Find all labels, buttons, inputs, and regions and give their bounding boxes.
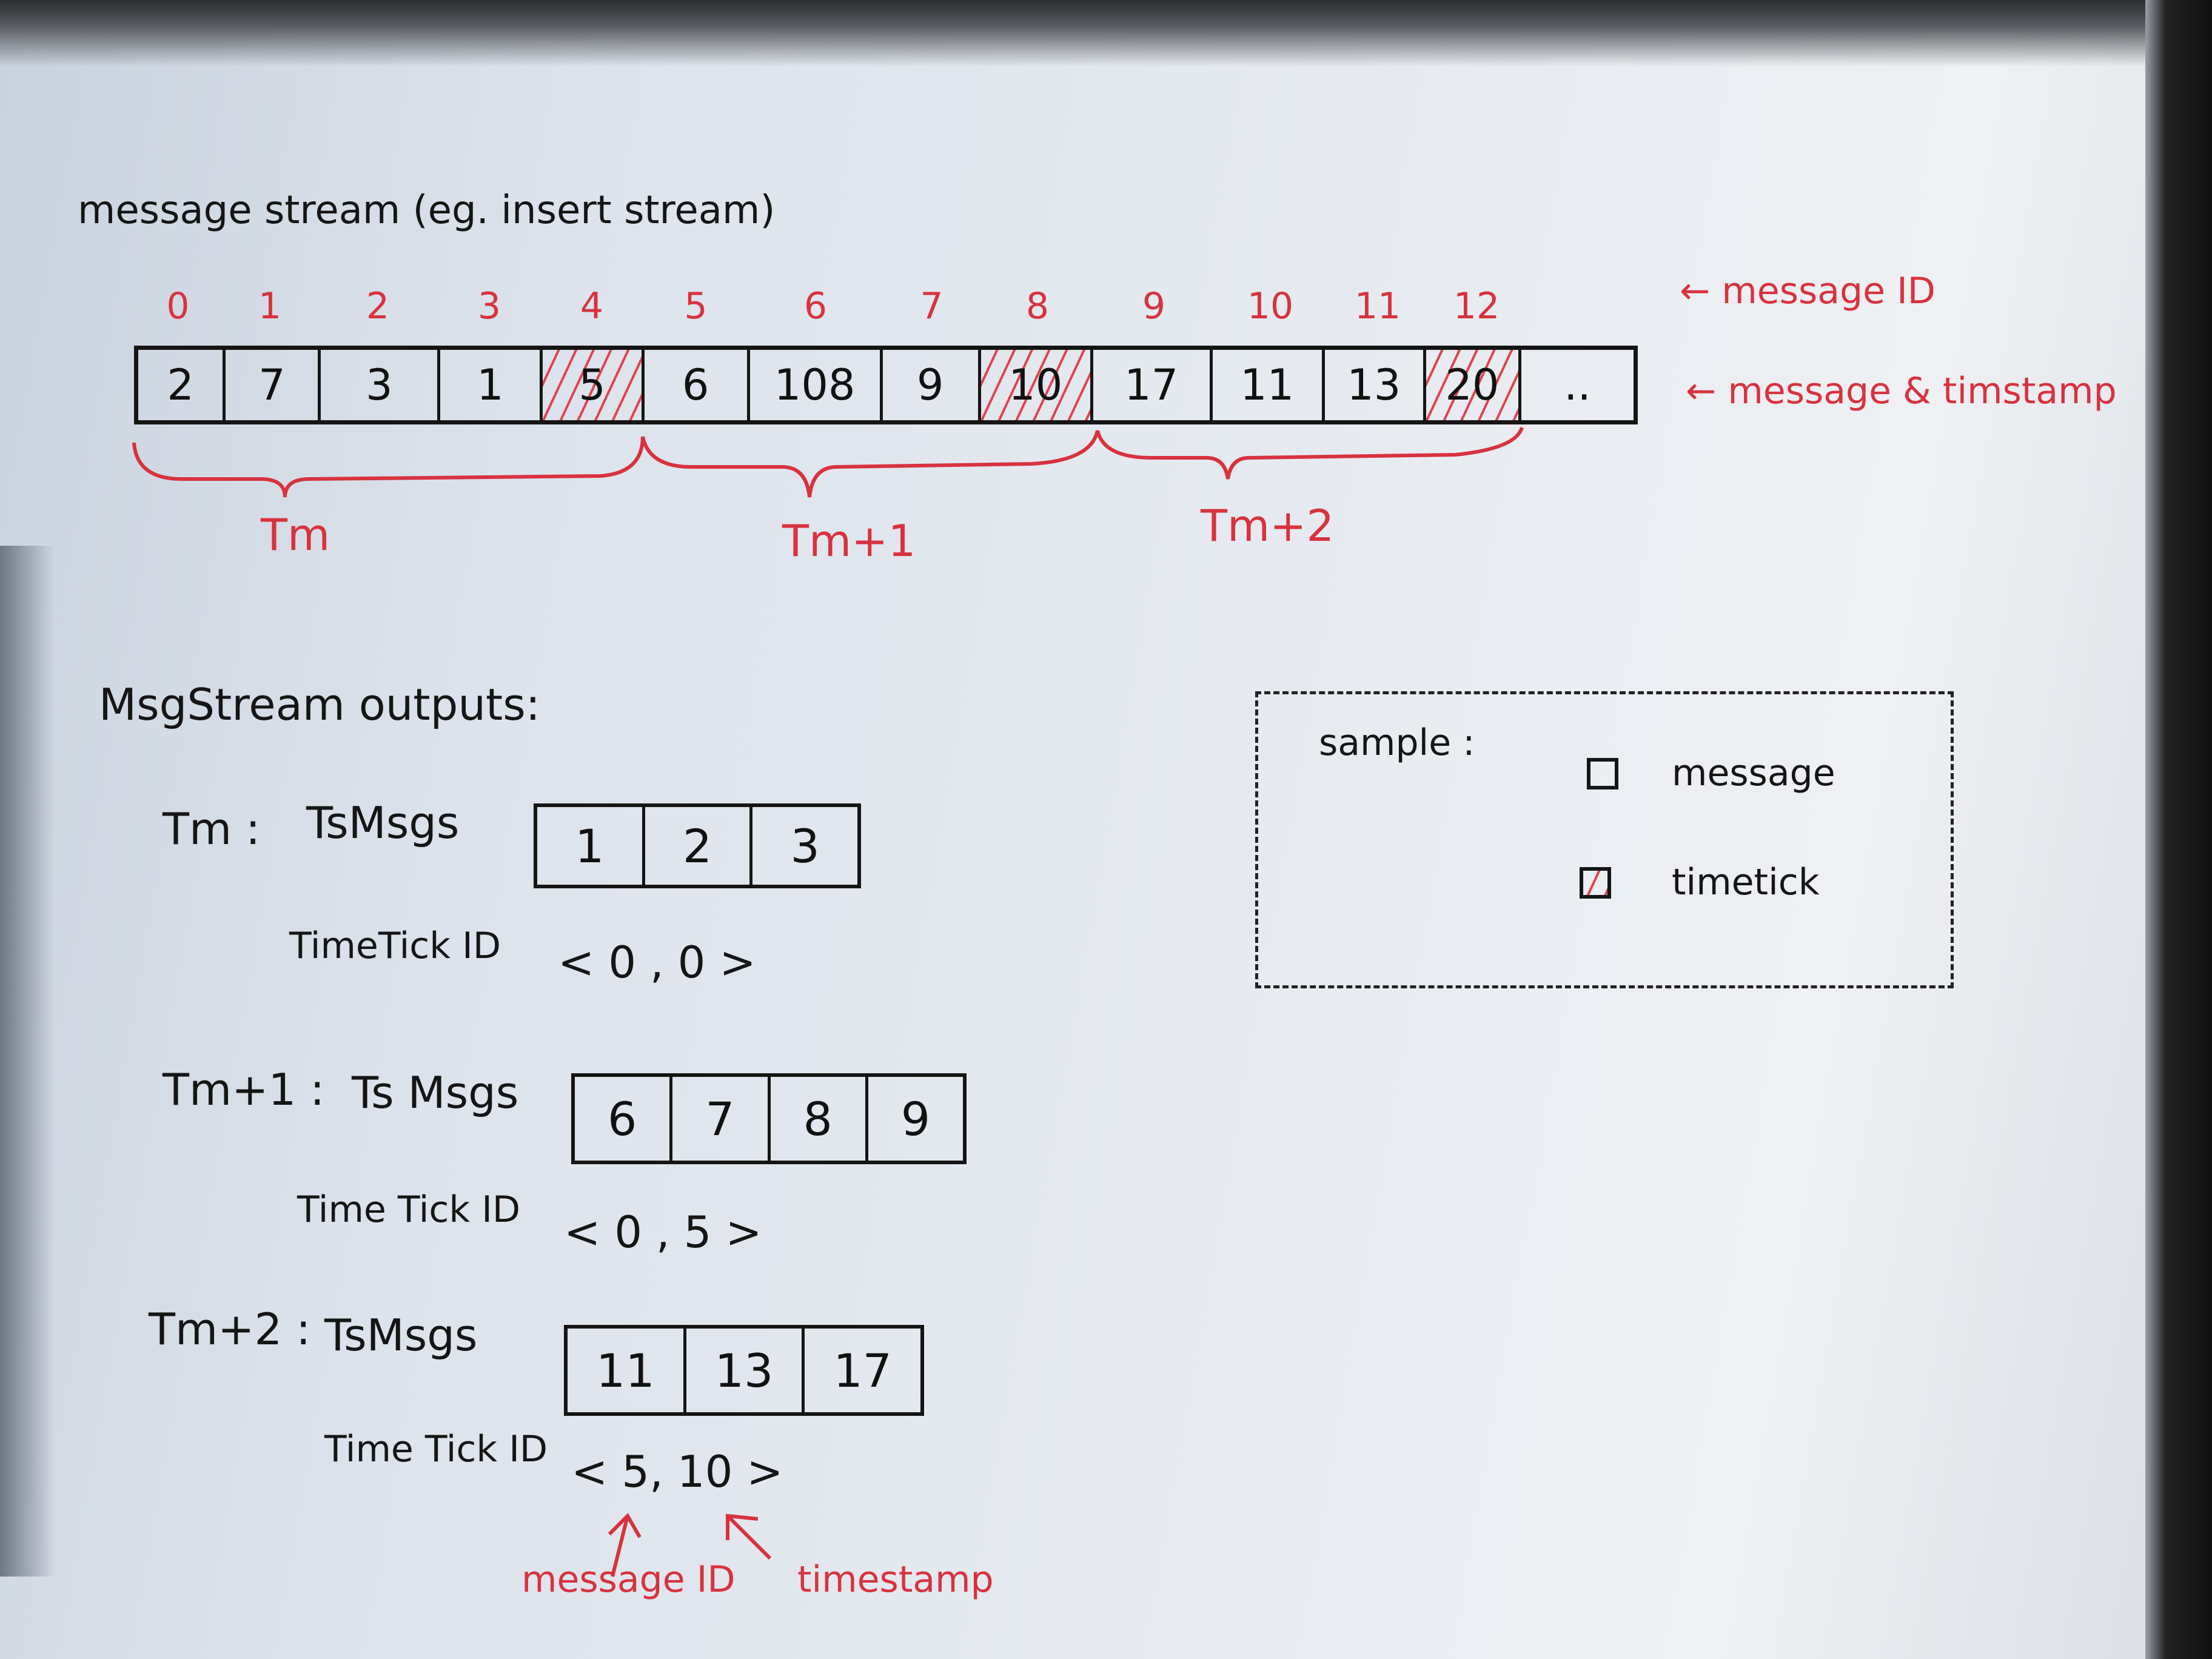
message-stream: 2 7 3 1 5 6 108 9 10 17 11 13 20.. [134,346,1638,424]
message-id-label: 5 [684,285,708,327]
timetick-value-tm2: < 5, 10 > [571,1446,783,1497]
diagram-title: message stream (eg. insert stream) [78,188,776,233]
annotation-message-id: message ID [521,1558,736,1601]
arrow-up-left-icon [726,1513,772,1560]
message-id-label: 9 [1142,285,1166,327]
message-id-label: 11 [1354,285,1401,327]
message-id-label: 3 [477,285,501,327]
tsmsgs-label-tm1: Ts Msgs [352,1067,519,1118]
legend-timetick-square-icon [1580,867,1611,899]
annotation-timestamp: timestamp [797,1558,994,1601]
tsmsg-cell: 2 [645,807,753,885]
stream-cell-message: 11 [1213,350,1325,420]
brace-tm1 [641,430,1099,498]
photo-edge-right [2145,0,2212,1659]
stream-cell-message: 17 [1093,350,1213,420]
legend-message-square-icon [1587,758,1618,789]
legend-message-label: message [1672,752,1835,794]
group-label-tm: Tm [261,509,330,560]
timetick-value-tm1: < 0 , 5 > [564,1207,762,1258]
message-id-label: 6 [803,285,828,327]
legend-title: sample : [1319,722,1475,764]
tsmsg-cell: 13 [686,1329,805,1412]
tsmsg-cell: 3 [790,819,820,873]
stream-cell-message: 6 [645,350,750,420]
output-label-tm2: Tm+2 : [149,1304,311,1355]
stream-cell-message: 108 [750,350,883,420]
stream-cell-timetick: 5 [543,350,645,420]
message-id-label: 7 [920,285,943,327]
output-label-tm: Tm : [163,803,261,854]
brace-tm [132,436,645,498]
legend-box [1255,691,1954,988]
group-label-tm1: Tm+1 [782,515,916,566]
photo-shadow-top [0,0,2212,67]
tsmsg-cell: 9 [900,1091,931,1146]
message-id-annotation: ← message ID [1680,270,1936,312]
outputs-heading: MsgStream outputs: [99,679,540,730]
tsmsg-cell: 8 [771,1077,868,1161]
stream-cell-message: .. [1564,360,1591,410]
brace-tm2 [1096,426,1524,480]
stream-cell-timetick: 10 [980,350,1093,420]
arrow-up-icon [608,1513,642,1577]
tsmsg-cell: 7 [672,1077,771,1161]
message-id-label: 8 [1025,285,1050,327]
stream-cell-message: 3 [321,350,441,420]
timetick-label-tm1: Time Tick ID [297,1188,521,1231]
legend-timetick-label: timetick [1672,861,1820,903]
output-label-tm1: Tm+1 : [163,1064,325,1115]
message-id-label: 1 [258,285,282,327]
tsmsg-cell: 17 [833,1343,893,1398]
message-id-label: 10 [1247,285,1294,327]
timetick-label-tm: TimeTick ID [289,925,501,967]
tsmsg-cell: 1 [537,807,645,885]
group-braces [132,426,1524,498]
message-timestamp-annotation: ← message & timstamp [1686,370,2117,412]
stream-cell-message: 13 [1325,350,1426,420]
tsmsgs-box-tm1: 6 7 8 9 [571,1073,967,1164]
message-id-label: 4 [580,285,604,327]
group-label-tm2: Tm+2 [1201,500,1335,551]
stream-cell-message: 2 [138,350,226,420]
tsmsg-cell: 6 [575,1077,673,1161]
message-id-label: 0 [166,285,190,327]
stream-cell-message: 1 [440,350,543,420]
stream-cell-message: 9 [883,350,981,420]
tsmsgs-label-tm: TsMsgs [306,797,460,848]
stream-cell-message: 7 [226,350,321,420]
photo-shadow-left [0,546,55,1577]
tsmsg-cell: 11 [568,1329,686,1412]
stream-cell-timetick: 20 [1426,350,1521,420]
message-id-label: 2 [366,285,390,327]
tsmsgs-label-tm2: TsMsgs [324,1310,478,1361]
tsmsgs-box-tm2: 11 13 17 [564,1325,924,1416]
tsmsgs-box-tm: 1 2 3 [534,803,861,888]
message-id-label: 12 [1453,285,1500,327]
timetick-label-tm2: Time Tick ID [324,1428,548,1470]
timetick-value-tm: < 0 , 0 > [558,937,756,988]
